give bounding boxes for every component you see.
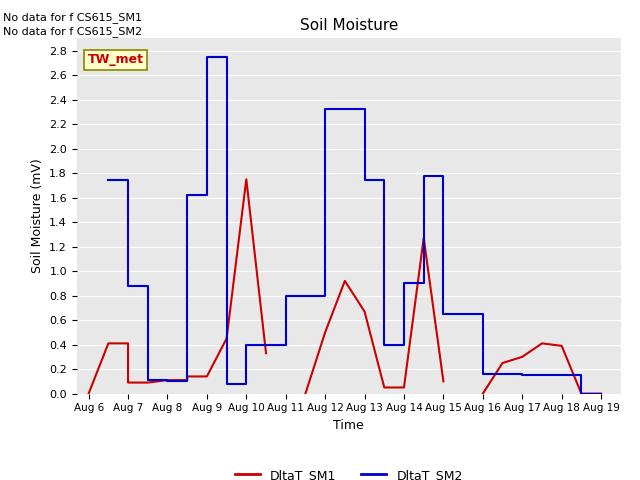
DltaT_SM2 bbox=[518, 371, 526, 377]
DltaT_SM1 bbox=[420, 235, 428, 241]
Line: DltaT_SM2: DltaT_SM2 bbox=[108, 57, 601, 394]
DltaT_SM2 bbox=[203, 54, 211, 60]
DltaT_SM1 bbox=[243, 176, 250, 182]
DltaT_SM2 bbox=[282, 293, 289, 299]
DltaT_SM2 bbox=[144, 283, 152, 288]
DltaT_SM2 bbox=[104, 178, 112, 183]
DltaT_SM1 bbox=[400, 384, 408, 390]
DltaT_SM1 bbox=[104, 340, 112, 346]
DltaT_SM1 bbox=[577, 391, 585, 396]
DltaT_SM1 bbox=[183, 373, 191, 379]
Text: TW_met: TW_met bbox=[88, 53, 144, 66]
DltaT_SM2 bbox=[243, 381, 250, 387]
DltaT_SM2 bbox=[124, 283, 132, 288]
DltaT_SM2 bbox=[321, 293, 329, 299]
DltaT_SM1 bbox=[243, 176, 250, 182]
DltaT_SM1 bbox=[380, 384, 388, 390]
DltaT_SM2 bbox=[518, 372, 526, 378]
DltaT_SM1 bbox=[321, 329, 329, 335]
DltaT_SM2 bbox=[440, 173, 447, 179]
DltaT_SM1 bbox=[518, 354, 526, 360]
DltaT_SM2 bbox=[380, 342, 388, 348]
DltaT_SM2 bbox=[223, 381, 230, 387]
DltaT_SM2 bbox=[243, 342, 250, 348]
DltaT_SM2 bbox=[223, 54, 230, 60]
DltaT_SM1 bbox=[183, 377, 191, 383]
DltaT_SM1 bbox=[479, 391, 486, 396]
Line: DltaT_SM1: DltaT_SM1 bbox=[88, 179, 601, 394]
Text: No data for f CS615_SM1: No data for f CS615_SM1 bbox=[3, 12, 142, 23]
DltaT_SM1 bbox=[341, 278, 349, 284]
DltaT_SM1 bbox=[262, 350, 270, 356]
DltaT_SM1 bbox=[538, 340, 546, 346]
DltaT_SM1 bbox=[203, 373, 211, 379]
DltaT_SM2 bbox=[144, 377, 152, 383]
DltaT_SM1 bbox=[124, 380, 132, 385]
DltaT_SM1 bbox=[203, 373, 211, 379]
DltaT_SM1 bbox=[499, 360, 506, 366]
Legend: DltaT_SM1, DltaT_SM2: DltaT_SM1, DltaT_SM2 bbox=[230, 464, 468, 480]
DltaT_SM2 bbox=[558, 372, 566, 378]
DltaT_SM2 bbox=[577, 372, 585, 378]
DltaT_SM2 bbox=[380, 178, 388, 183]
DltaT_SM2 bbox=[558, 372, 566, 378]
DltaT_SM2 bbox=[420, 280, 428, 286]
DltaT_SM1 bbox=[164, 377, 172, 383]
DltaT_SM1 bbox=[104, 340, 112, 346]
DltaT_SM2 bbox=[124, 178, 132, 183]
DltaT_SM2 bbox=[183, 192, 191, 198]
DltaT_SM1 bbox=[84, 391, 92, 396]
DltaT_SM2 bbox=[479, 311, 486, 317]
DltaT_SM1 bbox=[380, 384, 388, 390]
DltaT_SM2 bbox=[400, 280, 408, 286]
DltaT_SM1 bbox=[361, 309, 369, 314]
DltaT_SM1 bbox=[558, 343, 566, 348]
DltaT_SM2 bbox=[577, 391, 585, 396]
DltaT_SM1 bbox=[538, 340, 546, 346]
Text: No data for f CS615_SM2: No data for f CS615_SM2 bbox=[3, 26, 142, 37]
DltaT_SM1 bbox=[479, 391, 486, 396]
DltaT_SM1 bbox=[301, 391, 309, 396]
DltaT_SM1 bbox=[518, 354, 526, 360]
DltaT_SM2 bbox=[440, 311, 447, 317]
DltaT_SM1 bbox=[164, 377, 172, 383]
DltaT_SM1 bbox=[558, 343, 566, 348]
DltaT_SM1 bbox=[577, 391, 585, 396]
DltaT_SM2 bbox=[420, 173, 428, 179]
DltaT_SM2 bbox=[479, 371, 486, 377]
DltaT_SM2 bbox=[183, 378, 191, 384]
DltaT_SM2 bbox=[203, 192, 211, 198]
DltaT_SM1 bbox=[301, 391, 309, 396]
Title: Soil Moisture: Soil Moisture bbox=[300, 18, 398, 33]
DltaT_SM2 bbox=[282, 342, 289, 348]
Y-axis label: Soil Moisture (mV): Soil Moisture (mV) bbox=[31, 158, 44, 274]
DltaT_SM1 bbox=[223, 336, 230, 341]
DltaT_SM2 bbox=[164, 377, 172, 383]
DltaT_SM2 bbox=[400, 342, 408, 348]
DltaT_SM1 bbox=[499, 360, 506, 366]
DltaT_SM1 bbox=[144, 380, 152, 385]
DltaT_SM1 bbox=[341, 278, 349, 284]
DltaT_SM1 bbox=[361, 309, 369, 314]
DltaT_SM2 bbox=[361, 178, 369, 183]
DltaT_SM1 bbox=[321, 329, 329, 335]
DltaT_SM2 bbox=[361, 107, 369, 112]
DltaT_SM2 bbox=[597, 391, 605, 396]
DltaT_SM1 bbox=[420, 235, 428, 241]
DltaT_SM1 bbox=[144, 380, 152, 385]
DltaT_SM1 bbox=[597, 391, 605, 396]
DltaT_SM2 bbox=[164, 378, 172, 384]
DltaT_SM2 bbox=[104, 178, 112, 183]
DltaT_SM2 bbox=[321, 107, 329, 112]
DltaT_SM1 bbox=[223, 336, 230, 341]
X-axis label: Time: Time bbox=[333, 419, 364, 432]
DltaT_SM1 bbox=[124, 340, 132, 346]
DltaT_SM1 bbox=[400, 384, 408, 390]
DltaT_SM1 bbox=[440, 378, 447, 384]
